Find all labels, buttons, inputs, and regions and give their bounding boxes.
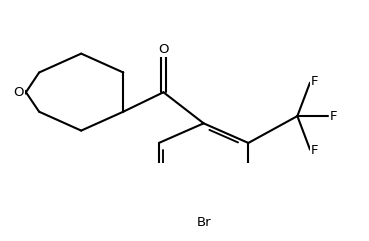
Text: O: O (158, 43, 169, 56)
Text: O: O (13, 86, 23, 99)
Text: Br: Br (196, 216, 211, 229)
Text: F: F (311, 144, 318, 157)
Text: F: F (311, 75, 318, 88)
Text: F: F (330, 110, 338, 123)
